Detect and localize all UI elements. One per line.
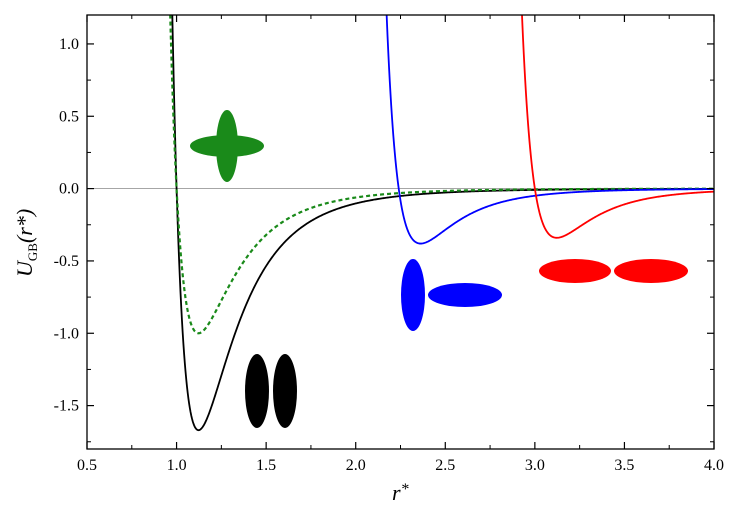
T-shaped-configuration-shape	[401, 259, 502, 331]
axis-ticks: 0.5 1.0 1.5 2.0 2.5 3.0 3.5 4.0 1.0 0.5 0.0 -0.5 -1.…	[54, 15, 724, 474]
y-tick-label: 0.5	[59, 108, 79, 125]
end-to-end-ellipse-right	[614, 259, 688, 283]
y-axis-title-main: U	[12, 259, 37, 277]
plot-frame	[86, 14, 715, 450]
molecule-shapes	[190, 110, 688, 428]
y-tick-label: -1.0	[54, 325, 79, 342]
y-axis-title: UGB(r*)	[12, 209, 40, 277]
end-to-end-ellipse-left	[539, 259, 611, 283]
y-tick-label: -1.5	[54, 398, 79, 415]
side-by-side-configuration-shape	[245, 354, 297, 428]
x-tick-label: 1.0	[167, 457, 187, 474]
x-axis-title: r*	[392, 480, 409, 505]
side-by-side-ellipse-left	[245, 354, 269, 428]
series-side-by-side	[171, 15, 714, 432]
y-axis-title-sub: GB	[25, 243, 40, 261]
series-end-to-end	[521, 15, 714, 239]
y-tick-label: 0.0	[59, 181, 79, 198]
cross-ellipse-vertical	[216, 110, 238, 182]
end-to-end-configuration-shape	[539, 259, 688, 283]
y-axis-title-group: UGB(r*)	[12, 209, 40, 277]
y-tick-label: -0.5	[54, 253, 79, 270]
x-tick-label: 1.5	[256, 457, 276, 474]
cross-configuration-shape	[190, 110, 264, 182]
x-tick-label: 3.5	[614, 457, 634, 474]
series-cross	[169, 15, 714, 335]
x-axis-title-main: r	[392, 480, 401, 505]
x-tick-label: 0.5	[77, 457, 97, 474]
x-tick-label: 2.0	[346, 457, 366, 474]
y-tick-label: 1.0	[59, 36, 79, 53]
curves	[169, 15, 714, 432]
x-tick-label: 4.0	[704, 457, 724, 474]
y-axis-title-rest: (r*)	[12, 209, 37, 243]
x-tick-label: 3.0	[525, 457, 545, 474]
side-by-side-ellipse-right	[273, 354, 297, 428]
T-shaped-ellipse-vertical	[401, 259, 425, 331]
T-shaped-ellipse-horizontal	[428, 283, 502, 307]
series-T-shaped	[385, 15, 714, 245]
plot-layer	[87, 15, 714, 432]
x-tick-label: 2.5	[435, 457, 455, 474]
x-axis-title-sup: *	[401, 481, 409, 498]
